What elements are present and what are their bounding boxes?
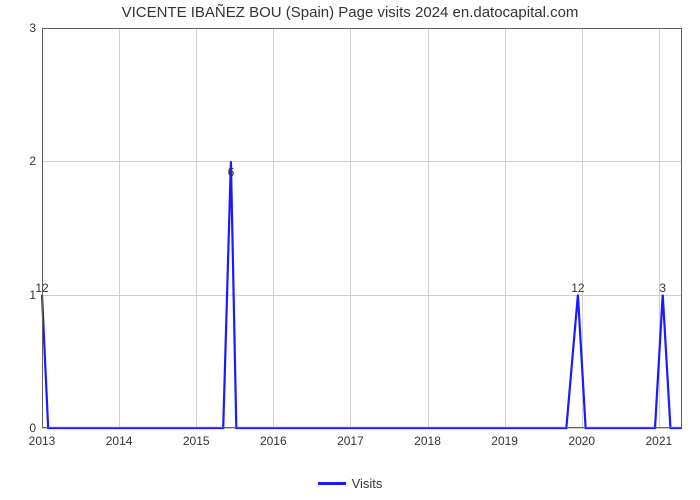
x-tick-label: 2018: [414, 434, 441, 448]
data-point-label: 12: [571, 281, 584, 295]
x-tick-label: 2020: [568, 434, 595, 448]
visits-line: [42, 28, 682, 428]
plot-area: 126123: [42, 28, 682, 428]
x-tick-label: 2014: [106, 434, 133, 448]
series-polyline: [42, 161, 682, 428]
legend-label: Visits: [352, 476, 383, 491]
data-point-label: 12: [35, 281, 48, 295]
x-tick-label: 2016: [260, 434, 287, 448]
y-tick-label: 2: [14, 154, 36, 168]
legend: Visits: [0, 472, 700, 491]
x-tick-label: 2015: [183, 434, 210, 448]
chart-title: VICENTE IBAÑEZ BOU (Spain) Page visits 2…: [0, 4, 700, 21]
x-tick-label: 2021: [646, 434, 673, 448]
y-tick-label: 1: [14, 288, 36, 302]
x-tick-label: 2019: [491, 434, 518, 448]
y-tick-label: 3: [14, 21, 36, 35]
data-point-label: 6: [228, 165, 235, 179]
data-point-label: 3: [659, 281, 666, 295]
legend-swatch: [318, 482, 346, 485]
x-tick-label: 2013: [29, 434, 56, 448]
chart-container: VICENTE IBAÑEZ BOU (Spain) Page visits 2…: [0, 0, 700, 500]
legend-item-visits: Visits: [318, 476, 383, 491]
x-tick-label: 2017: [337, 434, 364, 448]
y-tick-label: 0: [14, 421, 36, 435]
